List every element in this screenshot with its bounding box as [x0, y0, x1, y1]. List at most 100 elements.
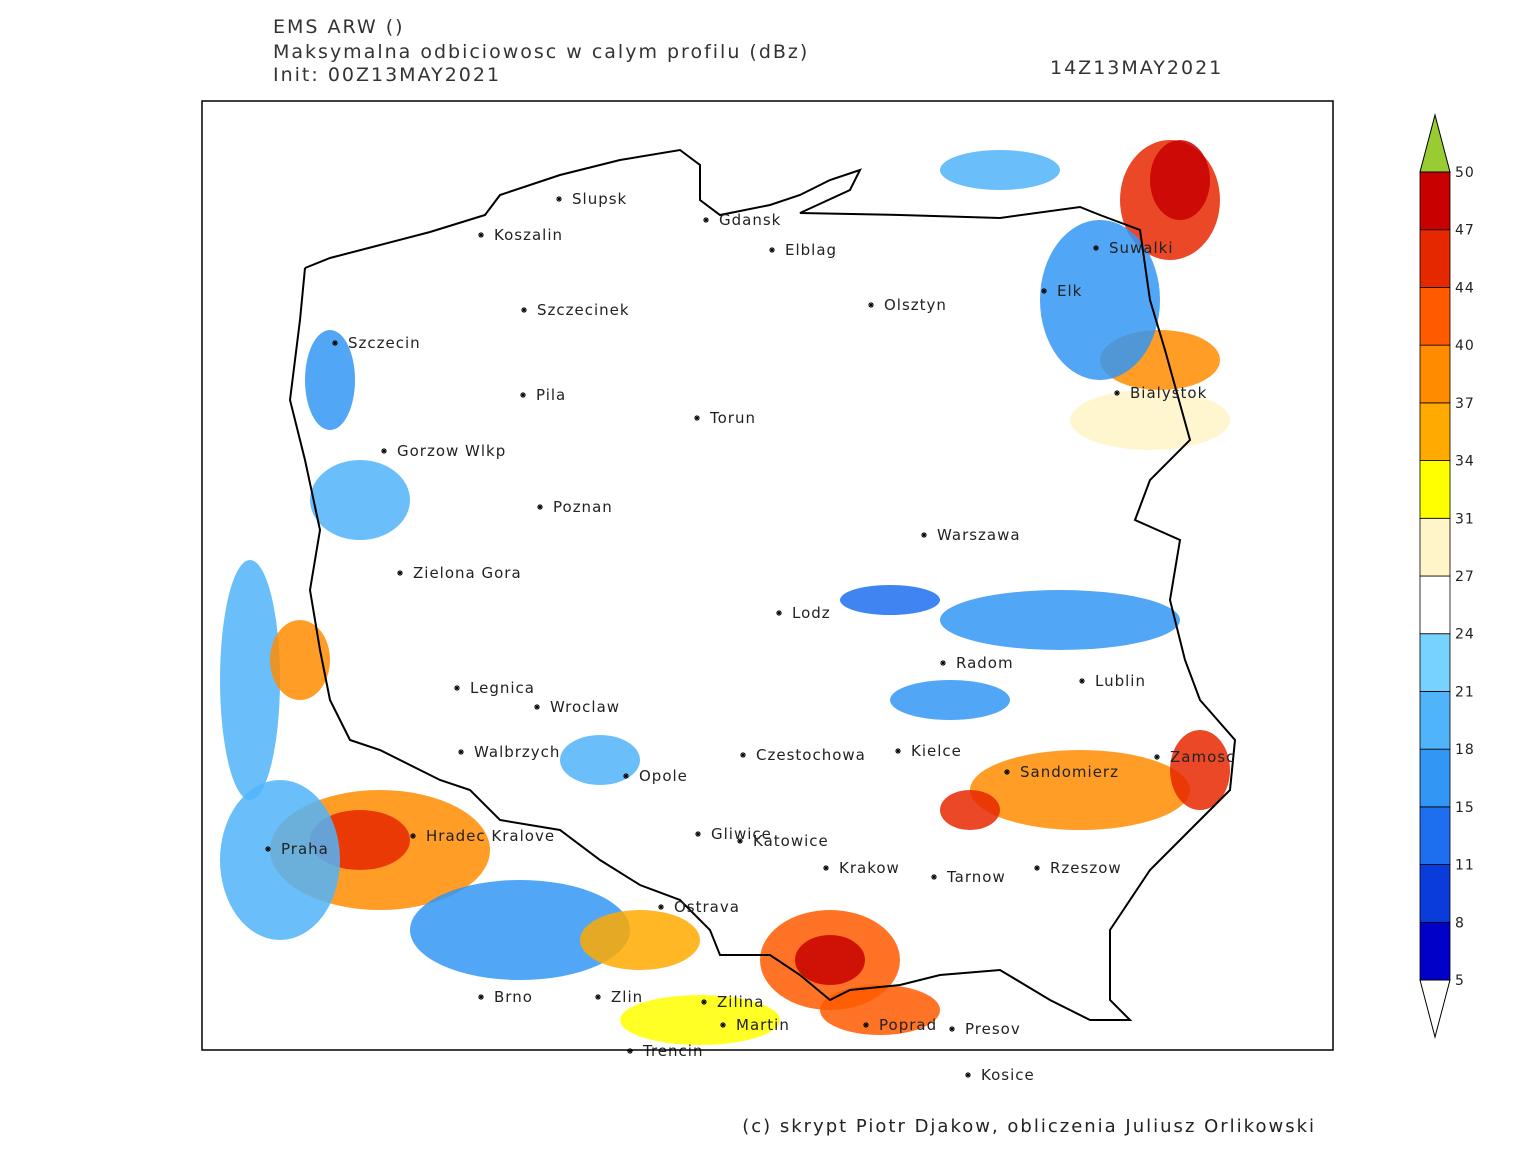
- valid-time: 14Z13MAY2021: [1050, 57, 1223, 79]
- city-label: Krakow: [839, 859, 900, 877]
- city-marker: [940, 660, 946, 666]
- city-label: Hradec Kralove: [426, 827, 555, 845]
- city-marker: [1041, 288, 1047, 294]
- city-label: Praha: [281, 840, 329, 858]
- city-marker: [520, 392, 526, 398]
- echo-layer: [220, 140, 1230, 1045]
- city-marker: [458, 749, 464, 755]
- echo-area: [890, 680, 1010, 720]
- colorbar-tick-label: 40: [1455, 338, 1475, 354]
- city-label: Trencin: [642, 1042, 703, 1060]
- city-label: Olsztyn: [884, 296, 947, 314]
- city-marker: [720, 1022, 726, 1028]
- echo-area: [940, 150, 1060, 190]
- city-label: Katowice: [753, 832, 829, 850]
- colorbar-band: [1419, 748, 1451, 808]
- colorbar-band: [1419, 344, 1451, 404]
- colorbar-band: [1419, 864, 1451, 923]
- city-label: Lodz: [792, 604, 831, 622]
- city-marker: [1114, 390, 1120, 396]
- colorbar-over: [1419, 113, 1451, 173]
- colorbar-band: [1419, 806, 1451, 865]
- city-label: Elk: [1057, 282, 1082, 300]
- field-title: Maksymalna odbiciowosc w calym profilu (…: [273, 41, 809, 63]
- city-label: Szczecin: [348, 334, 421, 352]
- echo-area: [820, 985, 940, 1035]
- border: [288, 148, 1237, 1021]
- city-marker: [965, 1072, 971, 1078]
- city-label: Ostrava: [674, 898, 740, 916]
- echo-area: [220, 560, 280, 800]
- city-label: Gorzow Wlkp: [397, 442, 506, 460]
- city-marker: [397, 570, 403, 576]
- city-marker: [1034, 865, 1040, 871]
- colorbar-band: [1419, 287, 1451, 346]
- city-marker: [537, 504, 543, 510]
- city-marker: [931, 874, 937, 880]
- echo-area: [620, 995, 780, 1045]
- city-label: Szczecinek: [537, 301, 630, 319]
- colorbar-band: [1419, 402, 1451, 461]
- echo-area: [580, 910, 700, 970]
- city-marker: [265, 846, 271, 852]
- echo-area: [560, 735, 640, 785]
- city-label: Zielona Gora: [413, 564, 522, 582]
- credit: (c) skrypt Piotr Djakow, obliczenia Juli…: [742, 1116, 1316, 1137]
- city-label: Poprad: [879, 1016, 937, 1034]
- echo-area: [940, 590, 1180, 650]
- map-frame: [201, 100, 1334, 1051]
- city-marker: [534, 704, 540, 710]
- colorbar-tick-label: 47: [1455, 223, 1475, 239]
- city-marker: [769, 247, 775, 253]
- colorbar-band: [1419, 633, 1451, 692]
- city-marker: [694, 415, 700, 421]
- city-marker: [868, 302, 874, 308]
- city-marker: [595, 994, 601, 1000]
- colorbar-tick-label: 18: [1455, 742, 1475, 758]
- colorbar-tick-label: 15: [1455, 800, 1475, 816]
- city-label: Slupsk: [572, 190, 627, 208]
- colorbar-tick-label: 50: [1455, 165, 1475, 181]
- echo-area: [840, 585, 940, 615]
- city-label: Zlin: [611, 988, 643, 1006]
- city-marker: [1079, 678, 1085, 684]
- city-marker: [381, 448, 387, 454]
- city-label: Pila: [536, 386, 566, 404]
- city-marker: [627, 1048, 633, 1054]
- colorbar-band: [1419, 575, 1451, 635]
- city-marker: [703, 217, 709, 223]
- city-marker: [478, 232, 484, 238]
- echo-area: [1040, 220, 1160, 380]
- city-label: Rzeszow: [1050, 859, 1122, 877]
- city-marker: [454, 685, 460, 691]
- colorbar-tick-label: 11: [1455, 858, 1475, 874]
- city-label: Wroclaw: [550, 698, 620, 716]
- echo-area: [1170, 730, 1230, 810]
- colorbar-tick-label: 34: [1455, 454, 1475, 470]
- city-marker: [1093, 245, 1099, 251]
- colorbar-tick-label: 21: [1455, 684, 1475, 700]
- colorbar: 5 8 11 15 18 21 24 27 31 34 37 40 44 47 50: [1419, 113, 1475, 1039]
- colorbar-band: [1419, 691, 1451, 750]
- colorbar-tick-label: 31: [1455, 511, 1475, 527]
- city-marker: [740, 752, 746, 758]
- colorbar-under: [1419, 979, 1451, 1039]
- city-label: Warszawa: [937, 526, 1021, 544]
- city-marker: [737, 838, 743, 844]
- echo-area: [1070, 390, 1230, 450]
- city-marker: [776, 610, 782, 616]
- city-label: Brno: [494, 988, 533, 1006]
- city-label: Tarnow: [946, 868, 1006, 886]
- city-label: Elblag: [785, 241, 837, 259]
- city-label: Zamosc: [1170, 748, 1235, 766]
- echo-area: [795, 935, 865, 985]
- city-marker: [863, 1022, 869, 1028]
- city-label: Radom: [956, 654, 1014, 672]
- colorbar-band: [1419, 921, 1451, 981]
- colorbar-band: [1419, 229, 1451, 288]
- colorbar-tick-label: 24: [1455, 627, 1475, 643]
- city-label: Koszalin: [494, 226, 563, 244]
